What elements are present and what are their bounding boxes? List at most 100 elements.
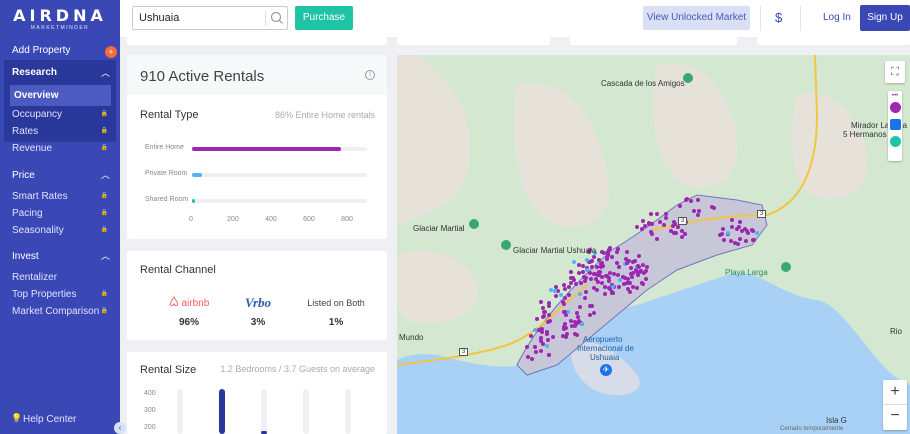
rental-marker[interactable] [602,291,607,296]
rental-marker[interactable] [573,331,578,336]
rental-marker[interactable] [574,311,579,316]
rental-marker[interactable] [587,250,592,255]
rental-marker[interactable] [595,288,600,293]
rental-marker[interactable] [533,345,538,350]
rental-marker[interactable] [728,238,733,243]
sidebar-section-invest[interactable]: Invest [12,251,39,262]
rental-marker[interactable] [682,232,687,237]
rental-marker[interactable] [717,232,722,237]
rental-marker[interactable] [559,293,564,298]
sidebar-item-rates[interactable]: Rates [12,126,39,137]
rental-marker[interactable] [538,335,543,340]
rental-marker[interactable] [630,270,635,275]
rental-marker[interactable] [578,280,583,285]
rental-marker[interactable] [643,277,648,282]
rental-marker[interactable] [636,263,641,268]
rental-marker[interactable] [541,342,546,347]
rental-marker[interactable] [628,280,633,285]
rental-marker[interactable] [525,344,530,349]
rental-marker[interactable] [563,287,568,292]
rental-marker[interactable] [610,255,615,260]
rental-marker[interactable] [563,335,568,340]
rental-marker[interactable] [574,333,579,338]
rental-marker[interactable] [568,276,573,281]
rental-marker[interactable] [580,270,585,275]
rental-marker[interactable] [622,281,627,286]
rental-marker[interactable] [562,324,567,329]
rental-marker[interactable] [750,229,755,234]
rental-marker[interactable] [737,237,742,242]
rental-marker[interactable] [587,260,592,265]
sidebar-item-overview[interactable]: Overview [14,90,59,101]
search-icon[interactable] [265,10,287,26]
rental-marker[interactable] [593,276,598,281]
rental-marker[interactable] [655,212,660,217]
rental-marker[interactable] [584,267,589,272]
more-icon[interactable]: ••• [891,93,899,99]
rental-marker[interactable] [584,275,589,280]
rental-marker[interactable] [546,337,551,342]
rental-marker[interactable] [589,304,594,309]
rental-marker[interactable] [650,232,655,237]
rental-marker[interactable] [745,228,750,233]
rental-marker[interactable] [627,258,632,263]
rental-marker[interactable] [746,231,751,236]
rental-marker[interactable] [564,326,569,331]
rental-marker[interactable] [568,270,573,275]
rental-marker[interactable] [625,277,630,282]
rental-marker[interactable] [562,322,567,327]
rental-marker[interactable] [636,254,641,259]
rental-marker[interactable] [729,224,734,229]
fullscreen-button[interactable]: ⛶ [885,61,905,83]
rental-marker[interactable] [626,287,630,292]
rental-marker[interactable] [529,356,534,361]
rental-marker[interactable] [635,273,640,278]
sidebar-item-rentalizer[interactable]: Rentalizer [12,272,58,283]
rental-marker[interactable] [691,208,696,213]
rental-marker[interactable] [546,319,551,324]
rental-marker[interactable] [562,326,567,331]
rental-marker[interactable] [542,310,547,315]
rental-marker[interactable] [635,224,640,229]
rental-marker[interactable] [576,263,581,268]
rental-marker[interactable] [592,255,597,260]
rental-marker[interactable] [644,265,649,270]
rental-marker[interactable] [579,321,584,326]
rental-marker[interactable] [603,273,608,278]
rental-marker[interactable] [596,272,601,277]
rental-marker[interactable] [605,255,610,260]
rental-marker[interactable] [596,279,601,284]
rental-marker[interactable] [615,246,620,251]
rental-marker[interactable] [546,303,551,308]
rental-marker[interactable] [669,228,674,233]
rental-marker[interactable] [607,278,612,283]
rental-marker[interactable] [616,273,621,278]
search-input[interactable] [133,7,261,29]
rental-marker[interactable] [599,275,604,280]
rental-type-bar[interactable] [192,147,341,151]
rental-marker[interactable] [588,248,593,253]
airport-icon[interactable]: ✈ [600,364,612,376]
rental-marker[interactable] [592,250,597,255]
rental-marker[interactable] [596,270,601,275]
rental-marker[interactable] [555,288,560,293]
rental-marker[interactable] [662,222,667,227]
rental-marker[interactable] [566,285,571,290]
rental-marker[interactable] [569,323,574,328]
rental-marker[interactable] [576,315,581,320]
purchase-button[interactable]: Purchase [295,6,353,30]
chevron-up-icon[interactable]: ︿ [100,170,110,180]
rental-marker[interactable] [740,228,745,233]
rental-marker[interactable] [598,264,603,269]
rental-marker[interactable] [655,237,660,242]
rental-marker[interactable] [696,213,701,218]
rental-marker[interactable] [640,281,645,286]
poi-marker-icon[interactable] [683,73,693,83]
login-link[interactable]: Log In [823,12,851,23]
rental-marker[interactable] [712,206,717,211]
rental-marker[interactable] [627,290,632,295]
rental-marker[interactable] [642,224,647,229]
rental-marker[interactable] [562,296,567,301]
rental-marker[interactable] [567,293,572,298]
rental-marker[interactable] [577,304,582,309]
